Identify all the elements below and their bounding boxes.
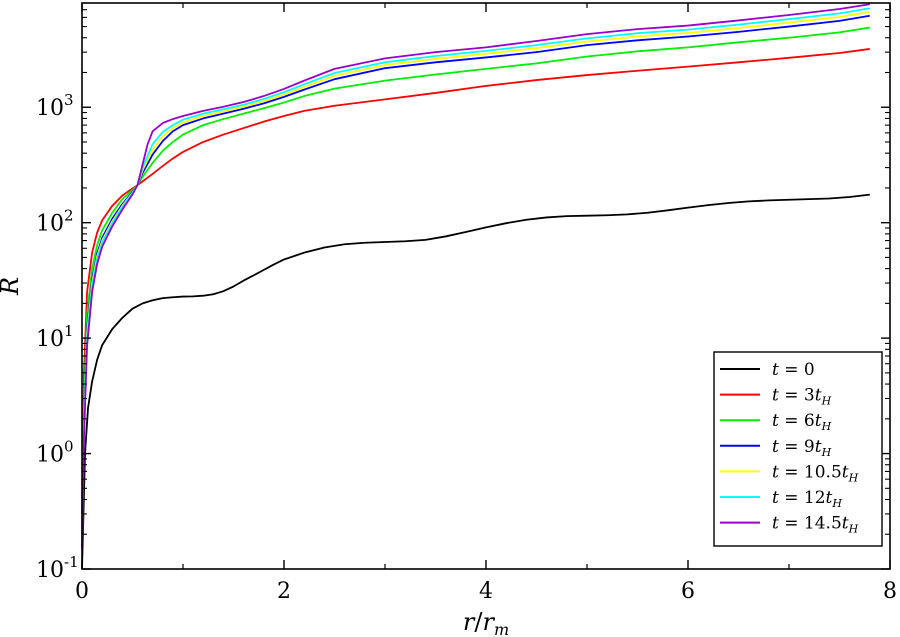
- legend-entry: t = 0: [772, 360, 815, 380]
- y-tick-label: 101: [36, 322, 74, 352]
- y-tick-label: 103: [36, 91, 74, 121]
- legend-entry: t = 10.5tH: [772, 462, 859, 484]
- series-line-4: [81, 10, 870, 535]
- x-tick-label: 0: [75, 579, 89, 604]
- legend: t = 0 t = 3tH t = 6tH t = 9tH t = 10.5tH t = …: [713, 351, 883, 547]
- y-tick-label: 100: [36, 438, 74, 468]
- x-tick-label: 4: [479, 579, 493, 604]
- series-line-3: [81, 14, 870, 535]
- x-axis-label: r/rm: [463, 608, 509, 637]
- y-axis-label: R: [0, 277, 24, 296]
- y-tick-label: 10-1: [36, 553, 79, 583]
- x-tick-label: 8: [883, 579, 897, 604]
- series-lines: [81, 3, 870, 570]
- x-tick-label: 2: [277, 579, 291, 604]
- series-line-2: [81, 26, 870, 514]
- legend-entry: t = 3tH: [772, 386, 832, 408]
- legend-entry: t = 12tH: [772, 488, 842, 510]
- series-line-5: [81, 7, 870, 535]
- legend-entry: t = 6tH: [772, 411, 832, 433]
- series-line-6: [81, 3, 870, 549]
- legend-entry: t = 14.5tH: [772, 514, 859, 536]
- series-line-1: [81, 48, 870, 514]
- y-tick-label: 102: [36, 207, 74, 237]
- series-line-0: [81, 193, 870, 570]
- legend-box: [713, 351, 883, 547]
- legend-entry: t = 9tH: [772, 437, 832, 459]
- x-tick-label: 6: [681, 579, 695, 604]
- axis-ticks: 0 2 4 6 8 10-1 100 101 102 103: [36, 3, 897, 604]
